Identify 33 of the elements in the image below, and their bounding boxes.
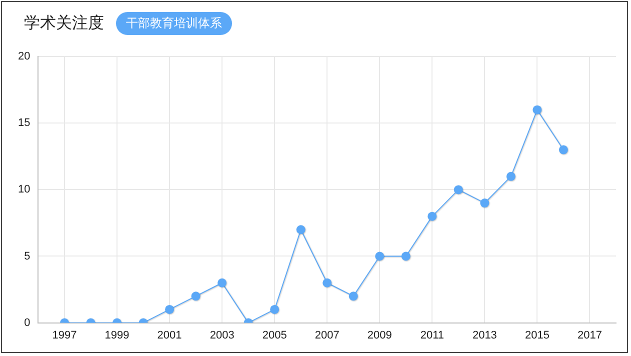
- x-tick-label: 2001: [157, 329, 182, 342]
- point: [480, 198, 490, 208]
- chart-subtitle: 干部教育培训体系: [116, 12, 232, 35]
- x-tick-label: 2009: [367, 329, 392, 342]
- point: [532, 105, 542, 114]
- point: [322, 278, 332, 288]
- x-tick-label: 2003: [210, 329, 234, 342]
- point: [428, 212, 437, 221]
- x-tick-label: 2011: [420, 329, 444, 342]
- x-tick-label: 1999: [104, 329, 130, 342]
- x-tick-label: 2013: [472, 329, 497, 342]
- point: [348, 292, 358, 301]
- x-tick-label: 1997: [52, 329, 77, 342]
- chart-title: 学术关注度: [24, 13, 104, 34]
- point: [558, 145, 568, 154]
- point: [165, 304, 174, 314]
- point: [454, 185, 463, 194]
- y-tick-label: 20: [18, 50, 30, 63]
- point: [218, 278, 227, 288]
- point: [506, 172, 516, 181]
- point: [296, 225, 306, 234]
- point: [191, 292, 200, 301]
- point: [375, 252, 384, 261]
- x-tick-label: 2007: [314, 329, 340, 342]
- x-tick-label: 2015: [524, 329, 550, 342]
- y-tick-label: 15: [18, 117, 30, 130]
- x-tick-label: 2017: [577, 329, 602, 342]
- point: [270, 304, 280, 314]
- y-tick-label: 10: [18, 184, 30, 196]
- x-tick-label: 2005: [262, 329, 287, 342]
- y-tick-label: 5: [24, 250, 30, 262]
- y-tick-label: 0: [24, 316, 30, 329]
- point: [401, 252, 410, 261]
